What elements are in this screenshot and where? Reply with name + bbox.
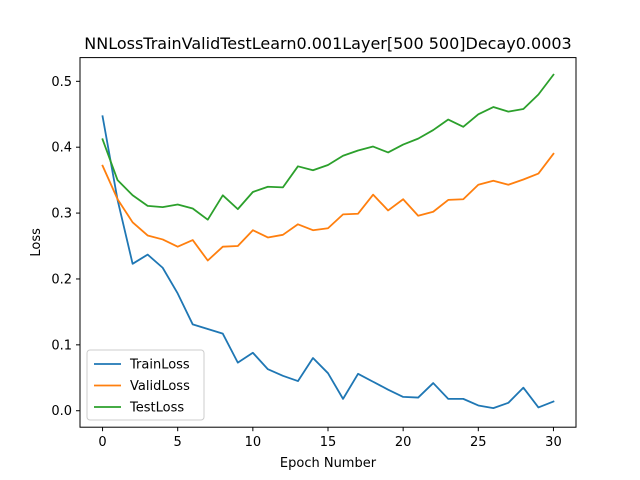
chart-title: NNLossTrainValidTestLearn0.001Layer[500 …	[84, 34, 571, 53]
y-tick-label: 0.1	[51, 338, 72, 353]
x-tick-label: 20	[395, 435, 412, 450]
series-line-validloss	[101, 152, 555, 262]
x-axis-ticks: 0 5 10 15 20 25 30	[98, 427, 562, 450]
x-tick-label: 15	[320, 435, 337, 450]
y-axis-ticks: 0.0 0.1 0.2 0.3 0.4 0.5	[51, 75, 80, 419]
legend-label-trainloss: TrainLoss	[129, 358, 190, 373]
legend-label-validloss: ValidLoss	[130, 379, 190, 394]
series-line-trainloss	[101, 115, 555, 409]
series-layer	[101, 73, 555, 409]
y-tick-label: 0.2	[51, 272, 72, 287]
x-tick-label: 25	[470, 435, 487, 450]
y-tick-label: 0.4	[51, 141, 72, 156]
series-line-testloss	[101, 73, 555, 221]
x-tick-label: 5	[174, 435, 182, 450]
y-axis-title: Loss	[29, 228, 44, 257]
y-tick-label: 0.3	[51, 207, 72, 222]
y-tick-label: 0.5	[51, 75, 72, 90]
legend-label-testloss: TestLoss	[129, 401, 184, 416]
x-tick-label: 10	[245, 435, 262, 450]
x-tick-label: 0	[98, 435, 106, 450]
x-axis-title: Epoch Number	[280, 456, 377, 471]
y-tick-label: 0.0	[51, 404, 72, 419]
legend-frame	[86, 349, 205, 421]
x-tick-label: 30	[545, 435, 562, 450]
legend: TrainLoss ValidLoss TestLoss	[86, 349, 205, 421]
